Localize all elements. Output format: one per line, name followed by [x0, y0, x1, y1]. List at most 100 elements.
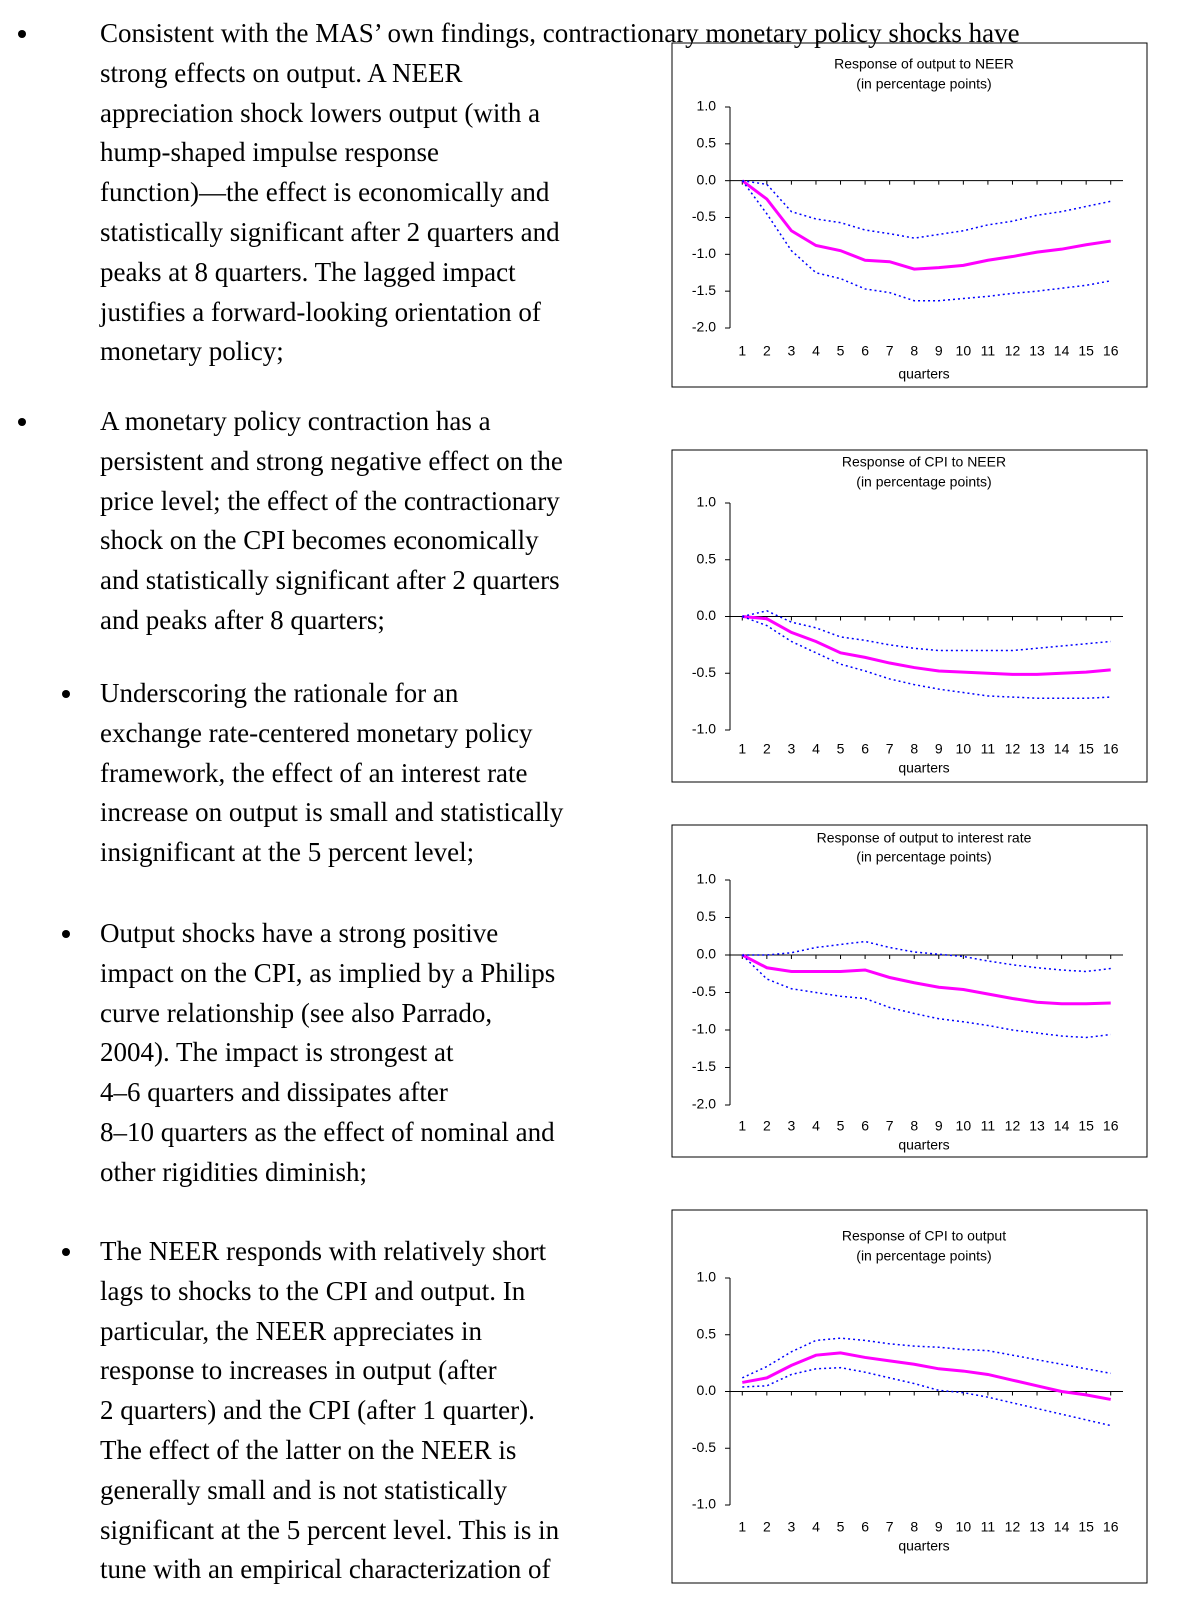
x-tick-label: 1	[738, 1519, 746, 1535]
chart-subtitle: (in percentage points)	[856, 76, 991, 92]
y-tick-label: 0.0	[697, 607, 717, 623]
text-line: shock on the CPI becomes economically	[100, 525, 539, 556]
x-tick-label: 16	[1103, 1118, 1119, 1134]
x-tick-label: 7	[886, 343, 894, 359]
response-line	[741, 953, 1111, 1006]
y-tick-label: -0.5	[692, 1439, 716, 1455]
x-tick-label: 5	[837, 1118, 845, 1134]
text-line: The effect of the latter on the NEER is	[100, 1435, 517, 1465]
x-tick-label: 2	[763, 1118, 771, 1134]
y-tick-label: -1.5	[692, 282, 716, 298]
chart-title: Response of CPI to output	[842, 1228, 1006, 1244]
x-tick-label: 15	[1078, 741, 1094, 757]
text-line: A monetary policy contraction has a	[100, 406, 491, 436]
text-line: 2004). The impact is strongest at	[100, 1037, 454, 1068]
x-tick-label: 4	[812, 343, 820, 359]
x-tick-label: 3	[788, 741, 796, 757]
x-tick-label: 12	[1005, 1118, 1021, 1134]
x-tick-label: 16	[1103, 343, 1119, 359]
x-tick-label: 9	[935, 343, 943, 359]
text-line: 2 quarters) and the CPI (after 1 quarter…	[100, 1395, 535, 1426]
text-line: Output shocks have a strong positive	[100, 918, 499, 948]
bullet	[62, 690, 70, 698]
chart-title: Response of output to NEER	[834, 56, 1014, 72]
x-tick-label: 3	[788, 1118, 796, 1134]
text-line: persistent and strong negative effect on…	[100, 445, 563, 476]
x-tick-label: 13	[1029, 1118, 1045, 1134]
y-tick-label: 0.5	[697, 550, 717, 566]
response-line	[742, 615, 1111, 676]
text-line: impact on the CPI, as implied by a Phili…	[100, 957, 556, 988]
bullet	[18, 418, 26, 426]
x-tick-label: 16	[1103, 741, 1119, 757]
text-line: appreciation shock lowers output (with a	[100, 97, 541, 128]
y-tick-label: -0.5	[692, 664, 716, 680]
y-tick-label: -1.0	[692, 721, 716, 737]
y-tick-label: -1.0	[692, 245, 716, 261]
text-line: generally small and is not statistically	[100, 1474, 508, 1505]
bullet	[62, 930, 70, 938]
x-tick-label: 2	[763, 343, 771, 359]
text-line: strong effects on output. A NEER	[100, 57, 463, 88]
y-tick-label: 1.0	[697, 494, 717, 510]
text-line: 8–10 quarters as the effect of nominal a…	[100, 1117, 555, 1147]
x-tick-label: 6	[861, 343, 869, 359]
x-tick-label: 7	[886, 1118, 894, 1134]
text-line: hump-shaped impulse response	[100, 137, 439, 168]
x-axis-label: quarters	[898, 1538, 949, 1554]
y-tick-label: 1.0	[697, 98, 717, 114]
band-line	[742, 940, 1111, 973]
x-tick-label: 12	[1005, 741, 1021, 757]
text-line: other rigidities diminish;	[100, 1156, 367, 1187]
x-tick-label: 1	[738, 741, 746, 757]
x-tick-label: 15	[1078, 1519, 1094, 1535]
x-tick-label: 13	[1029, 343, 1045, 359]
x-tick-label: 9	[935, 1519, 943, 1535]
band-line	[742, 1366, 1111, 1427]
x-tick-label: 5	[837, 741, 845, 757]
x-tick-label: 10	[956, 343, 972, 359]
x-tick-label: 11	[981, 1118, 996, 1134]
x-tick-label: 14	[1054, 1519, 1070, 1535]
text-line: lags to shocks to the CPI and output. In	[100, 1275, 526, 1306]
x-tick-label: 3	[788, 1519, 796, 1535]
bullet	[18, 30, 26, 38]
x-tick-label: 16	[1103, 1519, 1119, 1535]
x-tick-label: 9	[935, 1118, 943, 1134]
x-tick-label: 5	[837, 1519, 845, 1535]
chart-title: Response of output to interest rate	[817, 830, 1032, 846]
y-tick-label: -1.0	[692, 1021, 716, 1037]
x-axis-label: quarters	[898, 1137, 949, 1153]
x-tick-label: 4	[812, 1519, 820, 1535]
y-tick-label: -2.0	[692, 1096, 716, 1112]
chart-frame	[671, 1209, 1148, 1584]
text-line: Consistent with the MAS’ own findings, c…	[100, 18, 1020, 48]
x-tick-label: 6	[861, 1118, 869, 1134]
x-tick-label: 12	[1005, 1519, 1021, 1535]
x-tick-label: 4	[812, 1118, 820, 1134]
text-line: Underscoring the rationale for an	[100, 678, 459, 708]
x-tick-label: 11	[981, 343, 996, 359]
x-tick-label: 1	[738, 1118, 746, 1134]
response-line	[741, 179, 1111, 271]
x-tick-label: 8	[910, 343, 918, 359]
text-line: monetary policy;	[100, 336, 284, 367]
bullet	[62, 1248, 70, 1256]
x-tick-label: 13	[1029, 1519, 1045, 1535]
text-line: 4–6 quarters and dissipates after	[100, 1077, 448, 1108]
x-tick-label: 15	[1078, 343, 1094, 359]
text-line: significant at the 5 percent level. This…	[100, 1514, 560, 1545]
y-tick-label: 0.5	[697, 135, 717, 151]
band-line	[742, 610, 1111, 652]
y-tick-label: 0.5	[697, 908, 717, 924]
chart-subtitle: (in percentage points)	[856, 1248, 991, 1264]
x-tick-label: 10	[956, 1118, 972, 1134]
chart-title: Response of CPI to NEER	[842, 454, 1006, 470]
band-line	[741, 180, 1111, 302]
text-line: justifies a forward-looking orientation …	[100, 296, 541, 327]
x-tick-label: 7	[886, 1519, 894, 1535]
text-line: The NEER responds with relatively short	[100, 1236, 547, 1266]
x-tick-label: 7	[886, 741, 894, 757]
text-line: response to increases in output (after	[100, 1355, 497, 1386]
